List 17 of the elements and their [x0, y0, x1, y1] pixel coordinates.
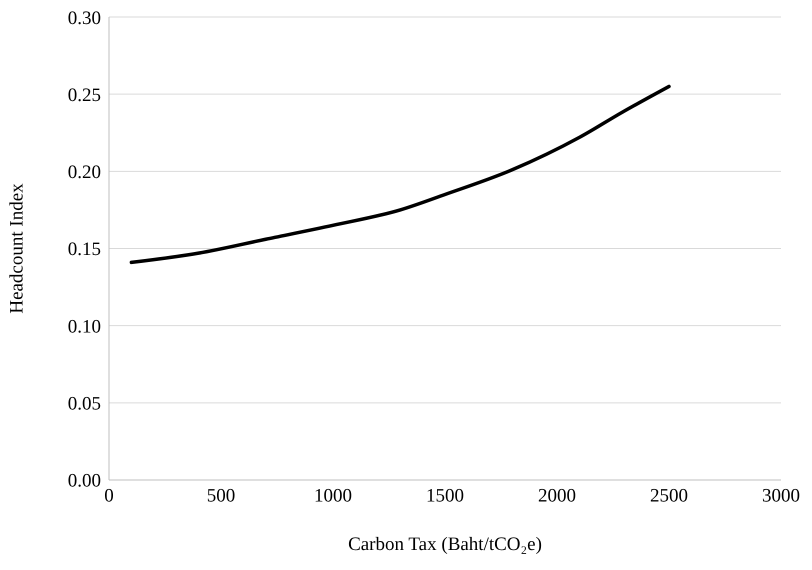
- x-axis-title: Carbon Tax (Baht/tCO₂e): [348, 534, 542, 555]
- y-tick-label: 0.20: [68, 162, 101, 184]
- line-series: [130, 84, 671, 264]
- y-tick-label: 0.15: [68, 239, 101, 260]
- y-tick-label: 0.25: [68, 84, 101, 106]
- y-tick-label: 0.30: [68, 8, 101, 29]
- y-axis-title: Headcount Index: [6, 182, 28, 314]
- x-tick-label: 3000: [762, 485, 800, 506]
- x-tick-label: 500: [206, 485, 236, 506]
- y-tick-label: 0.05: [68, 394, 101, 415]
- y-tick-label: 0.10: [68, 316, 101, 338]
- x-tick-label: 1500: [426, 485, 464, 506]
- y-tick-label: 0.00: [68, 470, 101, 492]
- x-tick-label: 2000: [538, 485, 576, 506]
- x-tick-label: 2500: [650, 485, 688, 506]
- x-tick-label: 1000: [314, 485, 352, 506]
- x-tick-label: 0: [104, 485, 114, 506]
